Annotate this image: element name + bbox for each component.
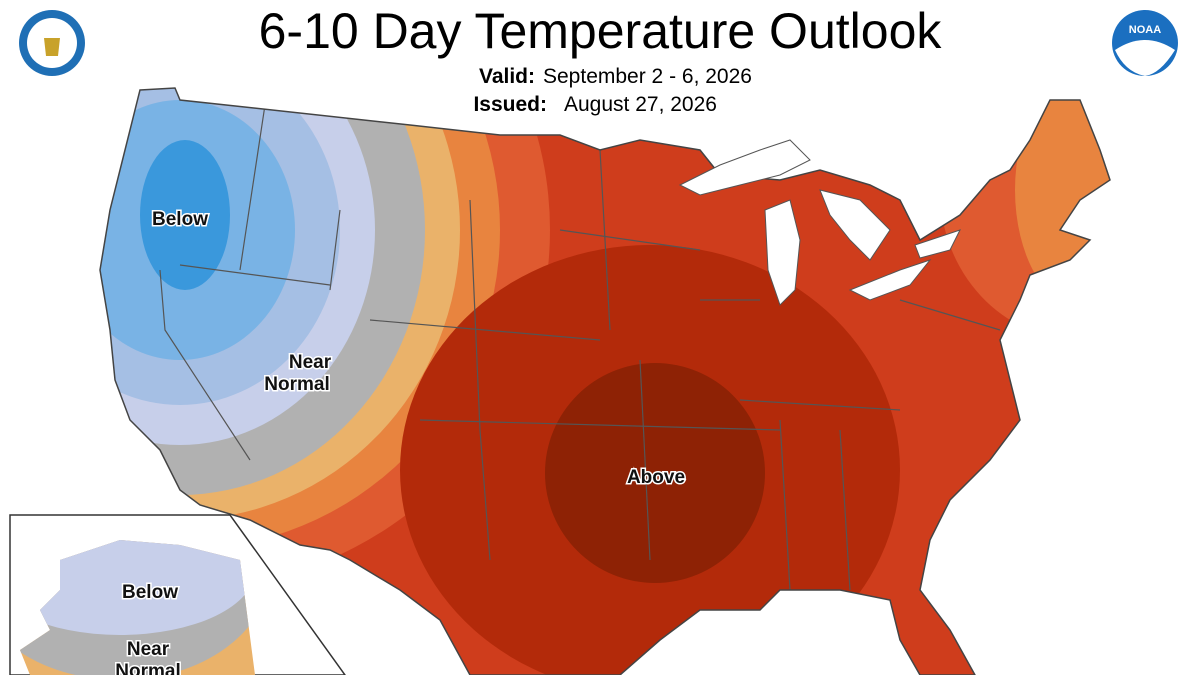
issued-value: August 27, 2026 bbox=[564, 93, 717, 116]
us-outline bbox=[99, 87, 1111, 675]
region-label: Normal bbox=[115, 661, 180, 675]
region-label: Near bbox=[127, 639, 170, 660]
noaa-logo: NOAA bbox=[1112, 10, 1178, 76]
region-label: Below bbox=[122, 582, 178, 603]
valid-value: September 2 - 6, 2026 bbox=[543, 65, 752, 88]
issued-label: Issued: bbox=[473, 93, 547, 116]
logo-text: NOAA bbox=[1129, 24, 1161, 36]
region-label: Near bbox=[289, 352, 332, 373]
region-label: Below bbox=[152, 209, 208, 230]
region-label: Above bbox=[627, 467, 685, 488]
commerce-seal bbox=[19, 10, 85, 76]
valid-label: Valid: bbox=[479, 65, 535, 88]
great-lakes bbox=[678, 139, 961, 306]
region-label: Normal bbox=[264, 374, 329, 395]
title: 6-10 Day Temperature Outlook bbox=[259, 3, 943, 59]
